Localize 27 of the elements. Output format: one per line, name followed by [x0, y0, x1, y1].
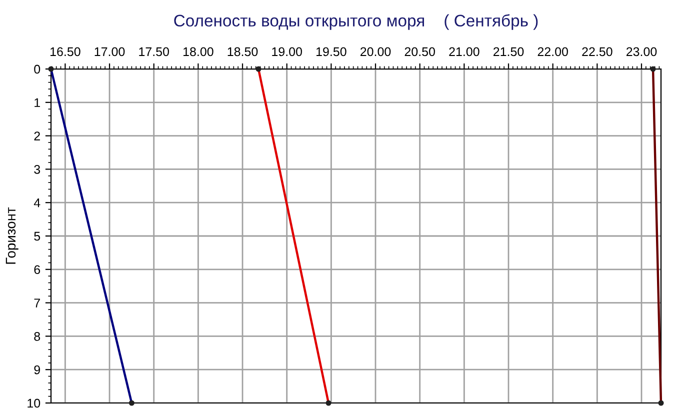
- y-tick-label: 4: [34, 198, 40, 208]
- x-tick-label: 22.50: [582, 47, 612, 56]
- x-tick-label: 20.00: [360, 47, 391, 56]
- y-tick-label: 3: [34, 165, 40, 174]
- x-tick-label: 20.50: [404, 47, 435, 56]
- y-tick-label: 6: [34, 265, 40, 274]
- x-tick-label: 23.00: [626, 47, 657, 56]
- x-tick-label: 22.00: [538, 47, 568, 56]
- x-tick-label: 19.50: [316, 47, 346, 56]
- x-tick-label: 21.50: [493, 47, 524, 56]
- x-tick-label: 17.50: [139, 47, 169, 56]
- y-tick-label: 2: [34, 132, 40, 140]
- y-tick-label: 5: [34, 232, 40, 241]
- y-tick-label: 0: [34, 64, 40, 74]
- y-axis-title: Горизонт: [6, 207, 18, 264]
- y-tick-label: 7: [34, 298, 40, 308]
- x-tick-label: 17.00: [94, 47, 125, 56]
- y-tick-label: 8: [34, 332, 40, 341]
- x-tick-label: 16.50: [50, 47, 80, 56]
- x-tick-label: 21.00: [449, 47, 480, 56]
- y-tick-label: 1: [34, 98, 40, 107]
- y-tick-label: 9: [34, 365, 40, 374]
- x-tick-label: 19.00: [272, 47, 302, 56]
- y-tick-label: 10: [28, 398, 40, 408]
- x-tick-label: 18.00: [183, 47, 214, 56]
- x-tick-label: 18.50: [228, 47, 258, 56]
- chart-title: Соленость воды открытого моря ( Сентябрь ): [174, 14, 538, 30]
